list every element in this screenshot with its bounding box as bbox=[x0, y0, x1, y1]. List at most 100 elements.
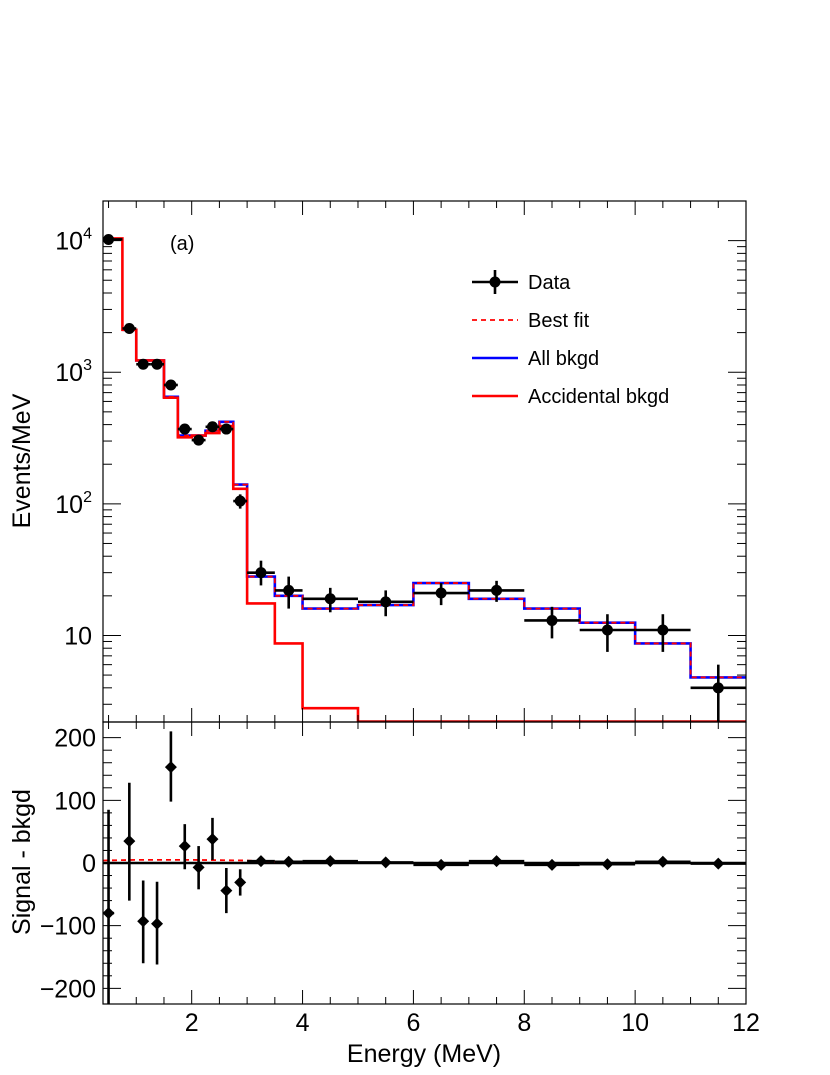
legend-entry-all-bkgd: All bkgd bbox=[472, 348, 599, 370]
top-y-axis-title: Events/MeV bbox=[8, 393, 36, 528]
bottom-data-points bbox=[102, 731, 746, 1004]
bottom-data-point bbox=[690, 857, 746, 870]
x-tick-label: 2 bbox=[185, 1009, 199, 1037]
top-data-point bbox=[122, 322, 137, 334]
top-data-point bbox=[413, 583, 469, 606]
bottom-data-point bbox=[302, 855, 358, 868]
bottom-data-point bbox=[234, 869, 247, 896]
series-all-bkgd bbox=[122, 328, 746, 679]
bottom-data-marker bbox=[254, 855, 267, 868]
top-panel: 10 102 103 104 (a) Data Best fit All bkgd Acci… bbox=[8, 200, 747, 723]
bottom-data-point bbox=[468, 855, 525, 868]
top-y-tick-label: 104 bbox=[55, 226, 92, 256]
top-data-point bbox=[302, 587, 358, 613]
bottom-y-tick-label: 200 bbox=[54, 725, 96, 753]
top-data-marker bbox=[546, 614, 558, 626]
top-data-marker bbox=[657, 624, 669, 636]
bottom-data-marker bbox=[123, 835, 136, 848]
top-data-marker bbox=[165, 379, 177, 391]
bottom-data-marker bbox=[164, 761, 177, 774]
bottom-y-tick-label: 0 bbox=[82, 850, 96, 878]
top-data-marker bbox=[324, 593, 336, 605]
top-y-tick-label: 103 bbox=[55, 357, 92, 387]
top-data-marker bbox=[601, 624, 613, 636]
top-data-point bbox=[690, 664, 746, 722]
top-data-marker bbox=[283, 584, 295, 596]
top-data-point bbox=[247, 560, 275, 586]
bottom-data-marker bbox=[545, 858, 558, 871]
top-data-point bbox=[274, 576, 303, 609]
bottom-data-marker bbox=[137, 915, 150, 928]
bottom-data-point bbox=[274, 855, 303, 868]
series-best-fit bbox=[111, 237, 746, 679]
x-axis-title: Energy (MeV) bbox=[347, 1040, 501, 1068]
top-data-point bbox=[635, 614, 691, 652]
top-y-tick-label: 102 bbox=[55, 489, 92, 519]
legend-entry-accidental-bkgd: Accidental bkgd bbox=[472, 386, 669, 408]
top-data-point bbox=[233, 494, 248, 509]
bottom-data-marker bbox=[379, 856, 392, 869]
legend-marker bbox=[489, 276, 501, 288]
top-data-point bbox=[205, 421, 220, 433]
top-data-point bbox=[579, 614, 636, 652]
legend-entry-best-fit: Best fit bbox=[472, 310, 590, 332]
top-data-marker bbox=[712, 682, 724, 694]
bottom-data-marker bbox=[712, 857, 725, 870]
bottom-data-point bbox=[178, 824, 191, 870]
bottom-data-marker bbox=[656, 855, 669, 868]
x-tick-label: 4 bbox=[296, 1009, 310, 1037]
top-data-point bbox=[357, 590, 414, 617]
bottom-data-marker bbox=[234, 876, 247, 889]
panel-annotation: (a) bbox=[170, 233, 194, 255]
bottom-data-marker bbox=[282, 855, 295, 868]
bottom-data-point bbox=[579, 858, 636, 871]
top-data-marker bbox=[179, 423, 191, 435]
bottom-data-point bbox=[247, 855, 275, 868]
bottom-data-marker bbox=[490, 855, 503, 868]
top-data-point bbox=[524, 606, 580, 639]
bottom-axes: 2 4 6 8 10 12 −200 −100 0 100 200 bbox=[40, 722, 760, 1037]
legend-label: Data bbox=[528, 272, 571, 294]
top-data-marker bbox=[255, 567, 267, 579]
bottom-data-point bbox=[192, 846, 205, 890]
legend-label: Accidental bkgd bbox=[528, 386, 669, 408]
bottom-data-point bbox=[164, 731, 177, 802]
bottom-data-point bbox=[220, 868, 233, 914]
bottom-data-marker bbox=[151, 917, 164, 930]
top-data-points bbox=[103, 233, 746, 722]
top-axes: 10 102 103 104 bbox=[55, 200, 747, 722]
top-data-point bbox=[136, 358, 151, 370]
bottom-data-marker bbox=[601, 858, 614, 871]
x-tick-label: 10 bbox=[621, 1009, 649, 1037]
x-tick-label: 8 bbox=[517, 1009, 531, 1037]
bottom-y-tick-label: −200 bbox=[40, 975, 96, 1003]
bottom-data-marker bbox=[192, 861, 205, 874]
bottom-y-axis-title: Signal - bkgd bbox=[8, 789, 36, 935]
legend: Data Best fit All bkgd Accidental bkgd bbox=[472, 270, 669, 408]
top-data-marker bbox=[151, 358, 163, 370]
bottom-frame bbox=[102, 721, 747, 1005]
bottom-data-point bbox=[413, 858, 469, 871]
top-data-point bbox=[150, 358, 164, 370]
top-data-marker bbox=[435, 587, 447, 599]
top-data-marker bbox=[491, 584, 503, 596]
top-data-marker bbox=[380, 596, 392, 608]
bottom-data-point bbox=[524, 858, 580, 871]
bottom-data-marker bbox=[324, 855, 337, 868]
bottom-data-point bbox=[151, 881, 164, 965]
top-data-marker bbox=[206, 421, 218, 433]
bottom-data-marker bbox=[435, 858, 448, 871]
top-data-marker bbox=[123, 322, 135, 334]
x-tick-label: 6 bbox=[406, 1009, 420, 1037]
bottom-data-point bbox=[635, 855, 691, 868]
bottom-data-point bbox=[137, 880, 150, 964]
series-accidental-bkgd bbox=[111, 237, 360, 722]
legend-label: All bkgd bbox=[528, 348, 599, 370]
bottom-data-marker bbox=[178, 840, 191, 853]
top-data-point bbox=[219, 423, 234, 435]
top-curves bbox=[111, 237, 746, 722]
top-data-marker bbox=[137, 358, 149, 370]
top-data-point bbox=[103, 233, 123, 245]
bottom-data-point bbox=[206, 817, 219, 860]
